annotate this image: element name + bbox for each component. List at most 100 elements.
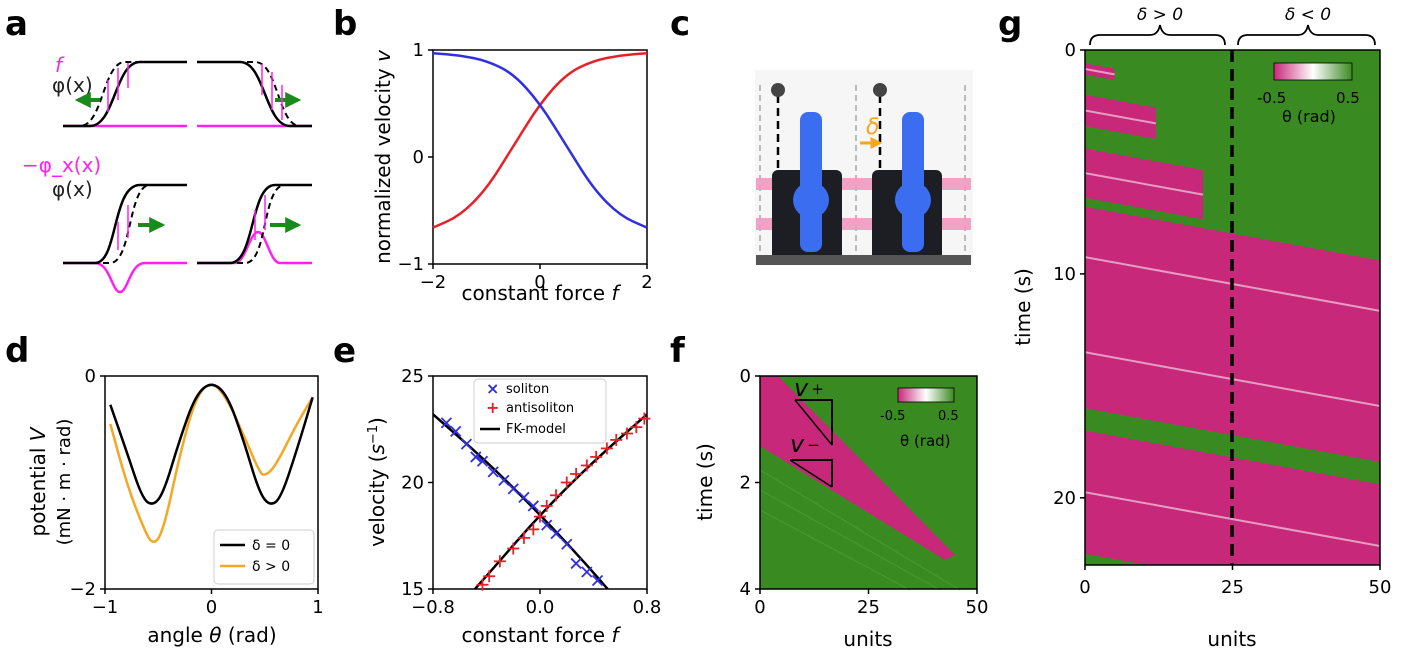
legend-e-item-2: FK-model [506, 422, 566, 437]
soliton-point [581, 566, 593, 578]
soliton-point [498, 474, 510, 487]
panel-letter-b: b [333, 4, 357, 44]
antisoliton-point [600, 442, 613, 455]
e-xtick-label: 0.0 [526, 597, 555, 618]
brace-right [1237, 24, 1376, 46]
d-ytick-label: 0 [85, 366, 96, 387]
soliton-point [470, 451, 482, 463]
antisoliton-point [483, 570, 496, 583]
series-line-b-red [432, 51, 648, 229]
v-plus-triangle [795, 399, 833, 445]
antisoliton-point [620, 427, 633, 440]
panel-letter-f: f [670, 331, 686, 371]
derivative-bump [197, 230, 312, 265]
panel-letter-e: e [333, 331, 356, 371]
b-xtick-label: −2 [420, 272, 447, 293]
panel-a-schematic: f φ(x) −φ_x(x) φ(x) [22, 53, 312, 294]
b-ytick-label: 0 [413, 147, 424, 168]
soliton-point [570, 557, 582, 570]
antisoliton-point [476, 578, 489, 591]
e-ytick-label: 20 [401, 473, 424, 494]
b-ytick-label: −1 [397, 254, 424, 275]
ylabel-g: time (s) [1011, 268, 1035, 346]
antisoliton-point [540, 499, 553, 512]
soliton-point [518, 491, 530, 504]
label-phi-bottom: φ(x) [52, 177, 93, 201]
kink-solid-bottom-left [63, 183, 187, 265]
xlabel-g: units [1207, 627, 1256, 651]
g-ytick-label: 20 [1053, 488, 1076, 509]
soliton-point [527, 500, 539, 512]
panel-f-chart: -0.5 0.5 θ (rad) v + v − 0 25 50 0 2 4 units ti… [693, 366, 988, 651]
e-ytick-label: 15 [401, 579, 424, 600]
ticks-g: 0 25 50 0 10 20 [1053, 40, 1391, 598]
panel-letter-d: d [5, 331, 29, 371]
soliton-band-f [760, 376, 955, 560]
colorbar-f [897, 387, 955, 403]
d-xtick-label: 1 [312, 597, 323, 618]
f-xtick-label: 50 [966, 597, 989, 618]
legend-d [213, 529, 315, 585]
colorbar-g [1273, 62, 1353, 81]
d-xtick-label: −1 [92, 597, 119, 618]
svg-text:×: × [486, 379, 499, 398]
pink-vertical-ticks [107, 63, 283, 250]
svg-text:+: + [486, 398, 499, 417]
colorbar-g-tick-0: -0.5 [1257, 89, 1286, 107]
colorbar-g-tick-1: 0.5 [1336, 89, 1360, 107]
soliton-point [460, 438, 473, 450]
antisoliton-point [493, 555, 506, 568]
v-minus-label: v − [790, 430, 820, 458]
antisoliton-point [517, 531, 530, 544]
antisoliton-point [560, 476, 573, 489]
soliton-point [450, 425, 462, 438]
xlabel-d: angle θ (rad) [147, 623, 276, 647]
soliton-point [487, 466, 499, 478]
g-xtick-label: 0 [1079, 577, 1090, 598]
g-ytick-label: 10 [1053, 264, 1076, 285]
xlabel-e: constant force f [461, 623, 621, 647]
antisoliton-point [610, 433, 623, 446]
xlabel-b: constant force f [461, 281, 621, 305]
antisoliton-point [534, 510, 546, 523]
soliton-band-highlight-g [1085, 68, 1115, 76]
soliton-point [476, 455, 489, 467]
ticks-e: −0.8 0.0 0.8 15 20 25 [401, 366, 661, 618]
antisoliton-point [527, 523, 540, 536]
panel-letter-a: a [5, 4, 28, 44]
colorbar-g-label: θ (rad) [1282, 107, 1336, 126]
g-xtick-label: 25 [1221, 577, 1244, 598]
panel-c-photo: δ [755, 70, 973, 265]
label-phi-top: φ(x) [52, 73, 93, 97]
e-ytick-label: 25 [401, 366, 424, 387]
antisoliton-point [638, 412, 651, 425]
series-group-d [109, 383, 314, 544]
ylabel-d: potential V [26, 426, 50, 536]
derivative-dip [63, 261, 187, 294]
ylabel-e: velocity (s−1) [365, 417, 389, 547]
soliton-point [541, 519, 553, 531]
xlabel-f: units [843, 627, 892, 651]
b-ytick-label: 1 [413, 40, 424, 61]
label-neg-phix: −φ_x(x) [22, 153, 101, 177]
f-ytick-label: 0 [740, 366, 751, 387]
series-line-b-blue [432, 51, 648, 229]
antisoliton-point [580, 459, 593, 472]
panel-letter-c: c [670, 4, 690, 44]
plot-frame-b [432, 49, 648, 265]
g-ytick-label: 0 [1065, 40, 1076, 61]
ylabel-f: time (s) [693, 443, 717, 521]
panel-b-chart: −2 0 2 −1 0 1 constant force f normalized vel… [371, 40, 653, 305]
legend-e [473, 378, 607, 444]
panel-e-chart: −0.8 0.0 0.8 15 20 25 × + soliton antisoliton… [365, 366, 661, 647]
v-plus-label: v + [794, 374, 824, 402]
b-xtick-label: 2 [641, 272, 652, 293]
series-group-b [432, 51, 648, 229]
antisoliton-point [570, 467, 583, 480]
v-minus-triangle [790, 459, 833, 487]
f-xtick-label: 25 [857, 597, 880, 618]
antisoliton-point [550, 489, 563, 502]
kink-solid-bottom-right [197, 183, 312, 265]
d-ytick-label: −2 [69, 579, 96, 600]
